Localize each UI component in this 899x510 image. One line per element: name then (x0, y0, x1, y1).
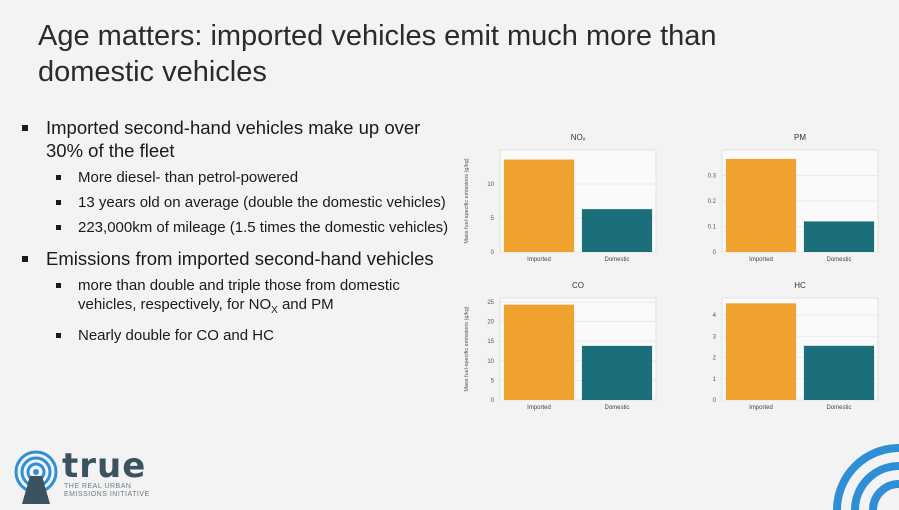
slide-title: Age matters: imported vehicles emit much… (38, 20, 717, 88)
chart-ytick-1-2: 0.2 (708, 199, 717, 205)
chart-ytick-0-0: 0 (491, 250, 495, 256)
chart-ytick-3-2: 2 (713, 356, 717, 362)
subbullet-nox-pm: more than double and triple those from d… (40, 276, 450, 320)
emissions-chart-grid: NOₓ Mass fuel-specific emissions (g/kg) 0 5… (458, 128, 888, 420)
chart-title-3: HC (794, 281, 806, 290)
chart-ylabel-0: Mass fuel-specific emissions (g/kg) (464, 158, 470, 243)
chart-xtick-2-imported: Imported (527, 405, 551, 411)
chart-ytick-2-0: 0 (491, 398, 495, 404)
chart-ylabel-2: Mass fuel-specific emissions (g/kg) (464, 306, 470, 391)
chart-bar-2-imported (503, 304, 575, 400)
chart-title-2: CO (572, 281, 584, 290)
bullet-list: Imported second-hand vehicles make up ov… (20, 116, 450, 355)
subbullet-mileage: 223,000km of mileage (1.5 times the dome… (40, 218, 450, 237)
chart-ytick-2-4: 20 (487, 320, 494, 326)
chart-ytick-2-1: 5 (491, 378, 495, 384)
chart-bar-1-domestic (803, 221, 875, 252)
true-logo-icon (14, 450, 58, 504)
chart-bar-1-imported (725, 158, 797, 252)
chart-bar-2-domestic (581, 345, 653, 400)
chart-bar-3-imported (725, 303, 797, 400)
chart-ytick-3-4: 4 (713, 313, 717, 319)
chart-ytick-0-2: 10 (487, 182, 494, 188)
chart-ytick-2-5: 25 (487, 300, 494, 306)
chart-ytick-0-1: 5 (491, 216, 495, 222)
chart-xtick-3-imported: Imported (749, 405, 773, 411)
nox-subscript: X (271, 305, 278, 316)
subbullet-co-hc: Nearly double for CO and HC (40, 326, 450, 345)
bullet-emissions: Emissions from imported second-hand vehi… (20, 247, 450, 270)
chart-bar-0-domestic (581, 209, 653, 252)
corner-arcs-icon (833, 444, 899, 510)
chart-xtick-1-imported: Imported (749, 257, 773, 263)
subbullet-age: 13 years old on average (double the dome… (40, 193, 450, 212)
chart-xtick-2-domestic: Domestic (604, 405, 629, 411)
chart-xtick-3-domestic: Domestic (826, 405, 851, 411)
chart-ytick-1-1: 0.1 (708, 225, 717, 231)
chart-bar-3-domestic (803, 345, 875, 400)
chart-xtick-0-domestic: Domestic (604, 257, 629, 263)
chart-title-0: NOₓ (571, 133, 586, 142)
logo-tagline: THE REAL URBAN EMISSIONS INITIATIVE (64, 483, 150, 498)
logo-wordmark: true (62, 446, 147, 486)
chart-ytick-1-3: 0.3 (708, 174, 717, 180)
chart-title-1: PM (794, 133, 806, 142)
chart-ytick-1-0: 0 (713, 250, 717, 256)
emissions-charts-svg: NOₓ Mass fuel-specific emissions (g/kg) 0 5… (464, 133, 879, 411)
chart-ytick-3-1: 1 (713, 377, 717, 383)
chart-ytick-3-3: 3 (713, 334, 717, 340)
subbullet-fuel: More diesel- than petrol-powered (40, 168, 450, 187)
chart-ytick-3-0: 0 (713, 398, 717, 404)
bullet-fleet-share: Imported second-hand vehicles make up ov… (20, 116, 450, 162)
chart-ytick-2-3: 15 (487, 339, 494, 345)
chart-xtick-0-imported: Imported (527, 257, 551, 263)
chart-xtick-1-domestic: Domestic (826, 257, 851, 263)
chart-bar-0-imported (503, 159, 575, 252)
chart-ytick-2-2: 10 (487, 359, 494, 365)
